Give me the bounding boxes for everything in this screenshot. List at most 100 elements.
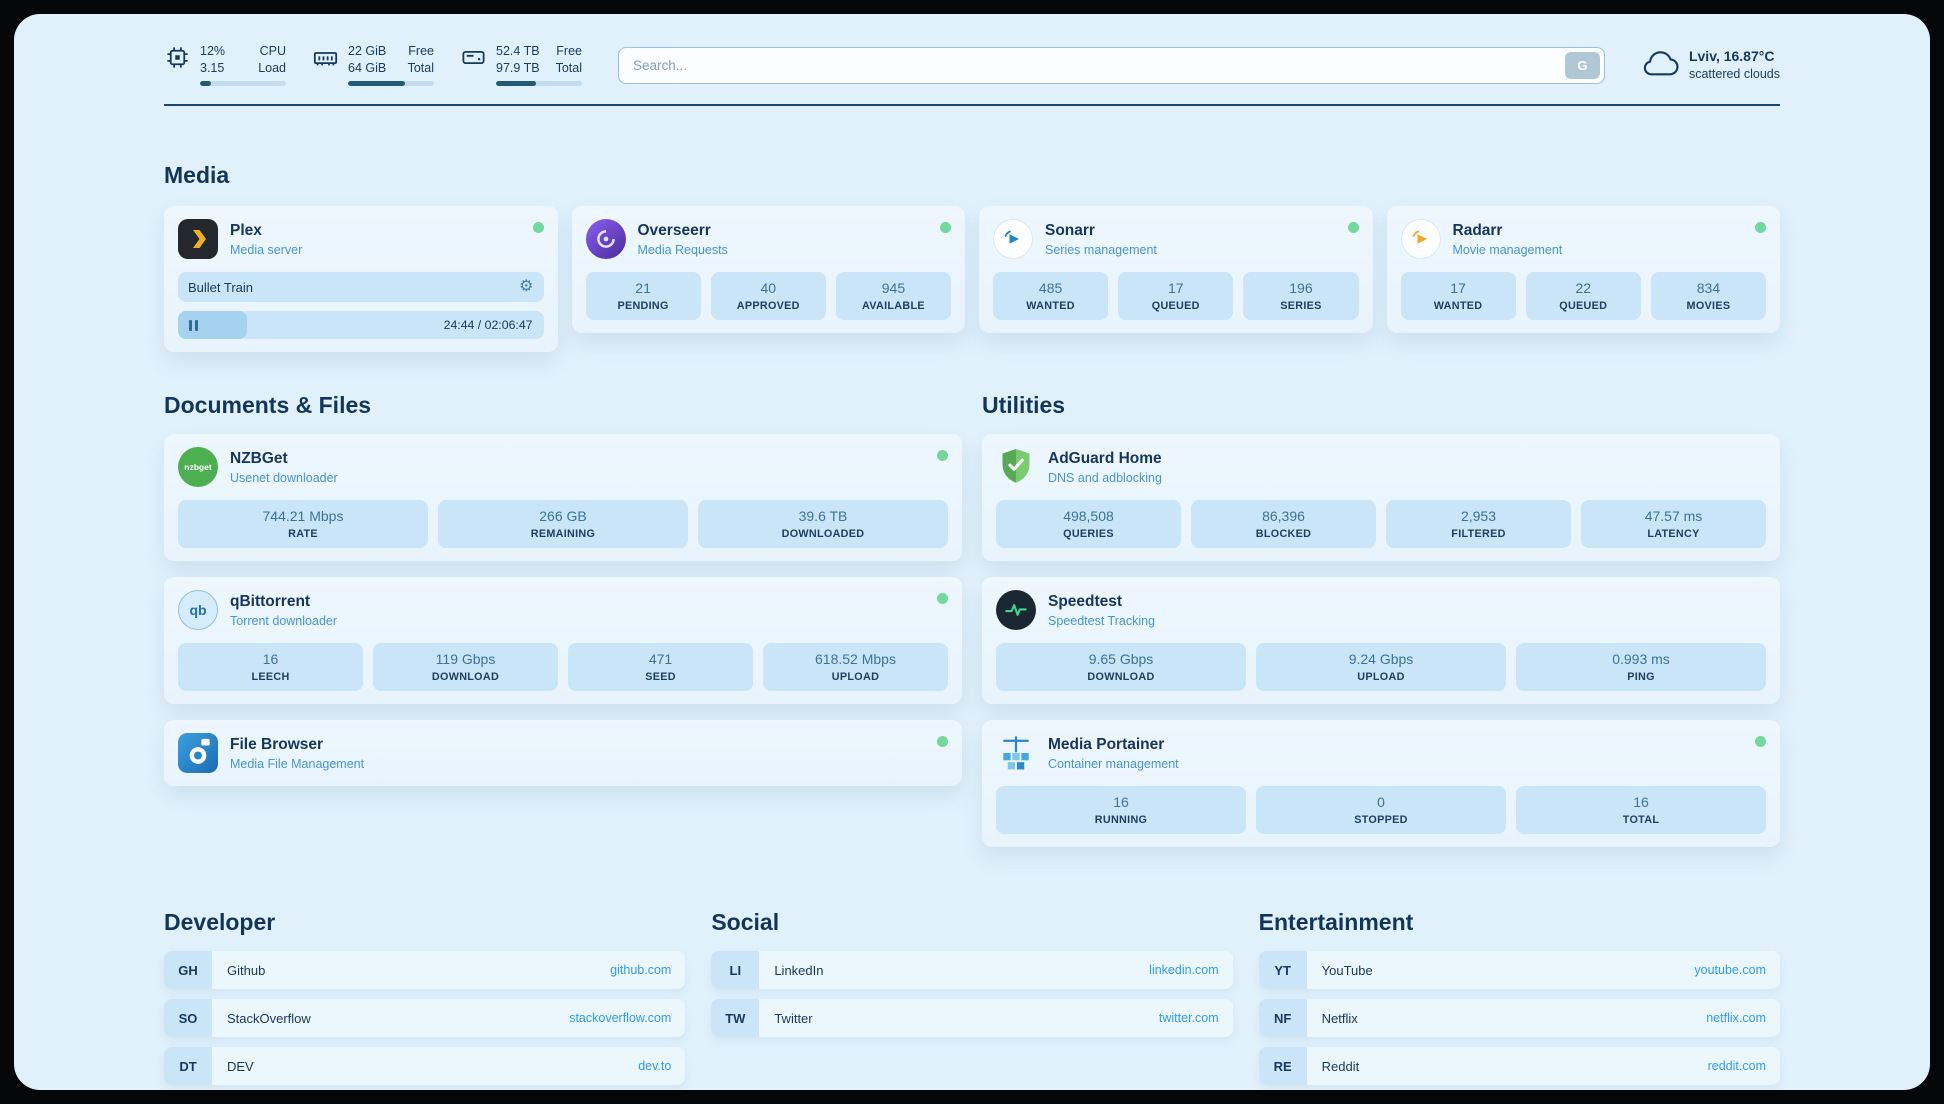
- bookmark-github[interactable]: GH Github github.com: [164, 951, 686, 990]
- stat-value: 618.52 Mbps: [815, 651, 896, 668]
- stat-label: DOWNLOAD: [431, 671, 500, 684]
- cpu-metric: 12% CPU 3.15 Load: [164, 44, 286, 87]
- overseerr-status-dot: [940, 222, 951, 234]
- stat-value: 17: [1450, 280, 1466, 297]
- stat-movies: 834 MOVIES: [1650, 272, 1767, 321]
- plex-card[interactable]: Plex Media server Bullet Train ⚙ 24:44 /…: [164, 206, 558, 353]
- stat-value: 47.57 ms: [1644, 508, 1703, 525]
- stat-label: DOWNLOAD: [1087, 671, 1155, 684]
- disk-metric: 52.4 TB Free 97.9 TB Total: [460, 44, 582, 87]
- filebrowser-card[interactable]: File Browser Media File Management: [164, 720, 962, 787]
- topbar-divider: [164, 104, 1780, 107]
- qbittorrent-status-dot: [937, 593, 948, 605]
- stat-value: 945: [881, 280, 906, 297]
- weather-text: Lviv, 16.87°C scattered clouds: [1689, 47, 1780, 83]
- bookmark-youtube[interactable]: YT YouTube youtube.com: [1258, 951, 1780, 990]
- bookmark-stackoverflow[interactable]: SO StackOverflow stackoverflow.com: [164, 999, 686, 1038]
- pause-icon[interactable]: [189, 319, 198, 331]
- filebrowser-status-dot: [937, 736, 948, 748]
- bookmark-name: LinkedIn: [774, 962, 824, 978]
- stat-queued: 22 QUEUED: [1525, 272, 1641, 321]
- stat-rate: 744.21 Mbps RATE: [178, 500, 428, 549]
- stat-value: 22: [1575, 280, 1592, 297]
- weather-widget[interactable]: Lviv, 16.87°C scattered clouds: [1641, 47, 1780, 83]
- stat-label: RATE: [288, 528, 318, 541]
- search-input[interactable]: [618, 46, 1605, 84]
- bookmark-abbr: TW: [711, 999, 760, 1038]
- qbittorrent-card[interactable]: qb qBittorrent Torrent downloader 16 LEE…: [164, 577, 962, 705]
- ram-total-label: Total: [407, 60, 434, 75]
- qbittorrent-icon: qb: [178, 590, 218, 631]
- gear-icon[interactable]: ⚙: [519, 278, 534, 296]
- ram-icon: [312, 44, 339, 71]
- radarr-icon: [1400, 219, 1441, 260]
- speedtest-title: Speedtest: [1048, 592, 1123, 610]
- overseerr-title: Overseerr: [637, 221, 711, 239]
- cpu-load-label: Load: [258, 60, 286, 75]
- adguard-card[interactable]: AdGuard Home DNS and adblocking 498,508 …: [982, 434, 1780, 562]
- overseerr-card[interactable]: Overseerr Media Requests 21 PENDING 40 A…: [571, 206, 965, 334]
- overseerr-icon: [585, 219, 626, 260]
- cloud-icon: [1641, 50, 1679, 80]
- portainer-title: Media Portainer: [1048, 735, 1165, 753]
- stat-value: 9.65 Gbps: [1088, 651, 1154, 668]
- media-section-title: Media: [164, 162, 230, 189]
- cpu-load-value: 3.15: [200, 60, 225, 75]
- stat-download: 9.65 Gbps DOWNLOAD: [996, 643, 1246, 692]
- stat-label: FILTERED: [1451, 528, 1506, 541]
- bookmark-url: linkedin.com: [1149, 963, 1219, 978]
- bookmark-url: github.com: [610, 963, 672, 978]
- stat-value: 744.21 Mbps: [262, 508, 344, 525]
- bookmark-dev[interactable]: DT DEV dev.to: [164, 1047, 686, 1086]
- weather-condition: scattered clouds: [1688, 67, 1780, 82]
- disk-free-label: Free: [556, 44, 582, 58]
- bookmark-twitter[interactable]: TW Twitter twitter.com: [711, 999, 1233, 1038]
- now-playing-title: Bullet Train: [188, 279, 254, 295]
- speedtest-card[interactable]: Speedtest Speedtest Tracking 9.65 Gbps D…: [982, 577, 1780, 705]
- stat-value: 119 Gbps: [435, 651, 496, 668]
- search-engine-button[interactable]: G: [1564, 51, 1600, 79]
- stat-label: PENDING: [617, 300, 669, 313]
- radarr-card[interactable]: Radarr Movie management 17 WANTED 22 QUE…: [1386, 206, 1780, 334]
- stat-value: 0: [1377, 794, 1385, 811]
- entertainment-title: Entertainment: [1258, 909, 1414, 936]
- bookmark-netflix[interactable]: NF Netflix netflix.com: [1258, 999, 1780, 1038]
- nzbget-status-dot: [937, 450, 948, 462]
- filebrowser-icon: [178, 733, 218, 774]
- developer-bookmarks: Developer GH Github github.com SO StackO…: [164, 909, 686, 1090]
- nzbget-title: NZBGet: [230, 449, 288, 467]
- bookmark-reddit[interactable]: RE Reddit reddit.com: [1258, 1047, 1780, 1086]
- stat-total: 16 TOTAL: [1516, 786, 1766, 835]
- bookmark-url: twitter.com: [1158, 1011, 1219, 1026]
- stat-label: LATENCY: [1647, 528, 1700, 541]
- stat-label: LEECH: [251, 671, 290, 684]
- radarr-subtitle: Movie management: [1452, 242, 1563, 257]
- cpu-value: 12%: [200, 44, 226, 58]
- plex-status-dot: [532, 222, 544, 234]
- stat-value: 16: [262, 651, 279, 668]
- bookmark-abbr: SO: [164, 999, 212, 1038]
- stat-blocked: 86,396 BLOCKED: [1191, 500, 1376, 549]
- bookmark-name: Reddit: [1321, 1058, 1360, 1074]
- adguard-title: AdGuard Home: [1048, 449, 1162, 467]
- bookmark-linkedin[interactable]: LI LinkedIn linkedin.com: [711, 951, 1233, 990]
- stat-value: 498,508: [1063, 508, 1114, 525]
- ram-total-value: 64 GiB: [348, 60, 387, 75]
- disk-total-value: 97.9 TB: [496, 60, 540, 75]
- stat-label: UPLOAD: [831, 671, 880, 684]
- sonarr-card[interactable]: Sonarr Series management 485 WANTED 17 Q…: [979, 206, 1373, 334]
- disk-usage-bar: [496, 81, 582, 87]
- nzbget-card[interactable]: nzbget NZBGet Usenet downloader 744.21 M…: [164, 434, 962, 562]
- social-bookmarks: Social LI LinkedIn linkedin.com TW Twitt…: [711, 909, 1233, 1047]
- stat-queries: 498,508 QUERIES: [996, 500, 1181, 549]
- bookmark-abbr: YT: [1258, 951, 1307, 990]
- stat-approved: 40 APPROVED: [710, 272, 826, 321]
- portainer-card[interactable]: Media Portainer Container management 16 …: [982, 720, 1780, 848]
- ram-usage-bar: [348, 81, 434, 87]
- weather-location: Lviv, 16.87°C: [1688, 48, 1775, 65]
- cpu-chip-icon: [164, 44, 191, 71]
- stat-label: APPROVED: [736, 300, 800, 313]
- stat-label: AVAILABLE: [861, 300, 925, 313]
- cpu-usage-bar: [200, 81, 286, 87]
- playback-progress-bar[interactable]: 24:44 / 02:06:47: [178, 311, 544, 340]
